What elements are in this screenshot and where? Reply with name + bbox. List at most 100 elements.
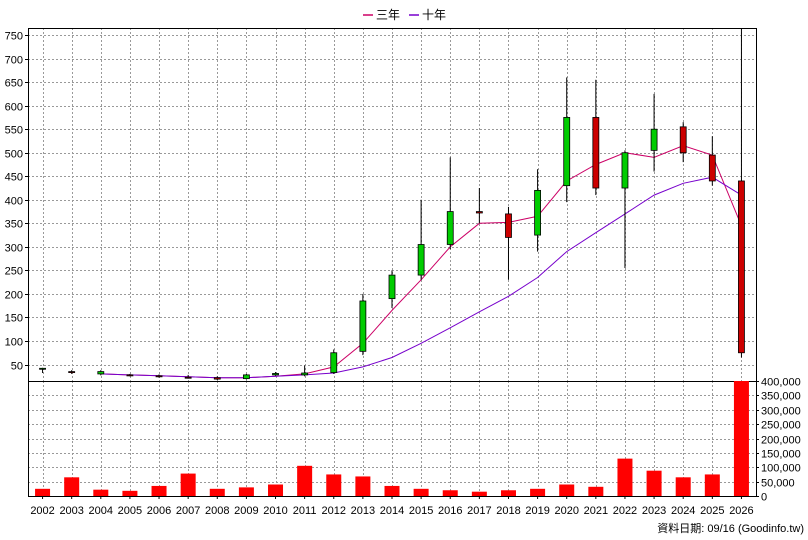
price-tick-label: 650 (5, 78, 23, 90)
volume-bar (180, 473, 196, 496)
volume-tick-label: 0 (761, 492, 767, 504)
price-axis: 50 100 150 200 250 300 350 400 450 500 550 600 650 70… (5, 31, 28, 373)
year-axis: 2002 2003 2004 2005 2006 2007 2008 2009 2010 2011… (30, 496, 754, 517)
legend-label-three-year: 三年 (376, 8, 400, 22)
price-tick-label: 500 (5, 149, 23, 161)
candle-body (272, 373, 279, 376)
volume-bar (151, 485, 167, 496)
year-tick-label: 2013 (351, 505, 375, 517)
volume-tick-label: 350,000 (761, 391, 801, 403)
candle-body (650, 128, 658, 151)
candle-body (417, 244, 425, 276)
year-tick-label: 2010 (263, 505, 287, 517)
candle-body (388, 274, 396, 300)
candle-body (126, 374, 134, 377)
year-tick-label: 2025 (700, 505, 724, 517)
volume-bar (355, 476, 371, 496)
candle-body (738, 180, 745, 354)
data-date-footer: 資料日期: 09/16 (Goodinfo.tw) (657, 521, 804, 535)
candlesticks (39, 28, 745, 381)
year-tick-label: 2011 (293, 505, 317, 517)
price-tick-label: 200 (5, 290, 23, 302)
year-tick-label: 2002 (30, 505, 54, 517)
candle-body (301, 372, 309, 376)
legend-label-ten-year: 十年 (422, 8, 446, 22)
year-tick-label: 2015 (409, 505, 433, 517)
year-tick-label: 2022 (613, 505, 637, 517)
price-tick-label: 350 (5, 219, 23, 231)
volume-bar (93, 489, 109, 496)
year-tick-label: 2024 (671, 505, 695, 517)
volume-bar (704, 474, 720, 496)
candle-body (563, 117, 571, 187)
year-tick-label: 2017 (467, 505, 491, 517)
volume-bar (559, 484, 575, 496)
candle-body (213, 377, 221, 380)
price-tick-label: 750 (5, 31, 23, 43)
candle-body (475, 211, 483, 214)
volume-bar (588, 486, 604, 496)
volume-axis: 0 50,000 100,000 150,000 200,000 250,000 300,0… (756, 377, 801, 504)
price-tick-label: 300 (5, 243, 23, 255)
year-tick-label: 2021 (584, 505, 608, 517)
candle-body (242, 374, 250, 380)
volume-bar (646, 470, 662, 496)
volume-bar (209, 488, 225, 496)
price-tick-label: 150 (5, 313, 23, 325)
year-tick-label: 2003 (59, 505, 83, 517)
volume-bar (238, 487, 254, 496)
volume-bar (733, 381, 749, 496)
candle-body (534, 189, 541, 236)
volume-bar (35, 488, 51, 496)
volume-bar (326, 474, 342, 496)
year-tick-label: 2018 (496, 505, 520, 517)
candle-body (359, 300, 367, 352)
candle-body (446, 211, 454, 245)
volume-bars (35, 381, 749, 496)
year-tick-label: 2006 (147, 505, 171, 517)
volume-bar (297, 465, 313, 496)
volume-bar (64, 477, 80, 496)
year-tick-label: 2020 (554, 505, 578, 517)
candle-body (592, 117, 600, 189)
candle-body (68, 371, 76, 373)
volume-bar (384, 485, 400, 496)
year-tick-label: 2026 (729, 505, 753, 517)
volume-bar (675, 477, 691, 496)
volume-tick-label: 200,000 (761, 435, 801, 447)
candle-body (155, 375, 163, 378)
year-tick-label: 2005 (118, 505, 142, 517)
candle-body (708, 154, 716, 182)
candle-body (505, 213, 512, 238)
price-tick-label: 700 (5, 55, 23, 67)
price-tick-label: 100 (5, 337, 23, 349)
volume-tick-label: 150,000 (761, 449, 801, 461)
year-tick-label: 2008 (205, 505, 229, 517)
year-tick-label: 2016 (438, 505, 462, 517)
volume-bar (471, 491, 487, 496)
volume-bar (413, 488, 429, 496)
candle-body (330, 352, 338, 373)
candle-body (621, 152, 629, 189)
volume-bar (268, 484, 284, 496)
price-tick-label: 400 (5, 196, 23, 208)
candle-body (184, 376, 192, 379)
volume-bar (617, 458, 633, 496)
price-tick-label: 550 (5, 125, 23, 137)
year-tick-label: 2009 (234, 505, 258, 517)
price-tick-label: 50 (11, 361, 23, 373)
candle-body (679, 126, 687, 154)
volume-bar (500, 490, 516, 496)
legend: 三年 十年 (363, 8, 446, 22)
year-tick-label: 2014 (380, 505, 404, 517)
volume-bar (442, 490, 458, 496)
volume-bar (122, 490, 138, 496)
candle-body (39, 367, 46, 370)
volume-bar (530, 488, 546, 496)
volume-tick-label: 400,000 (761, 377, 801, 389)
price-tick-label: 250 (5, 266, 23, 278)
candle-body (97, 371, 105, 375)
volume-tick-label: 300,000 (761, 406, 801, 418)
year-tick-label: 2004 (89, 505, 113, 517)
